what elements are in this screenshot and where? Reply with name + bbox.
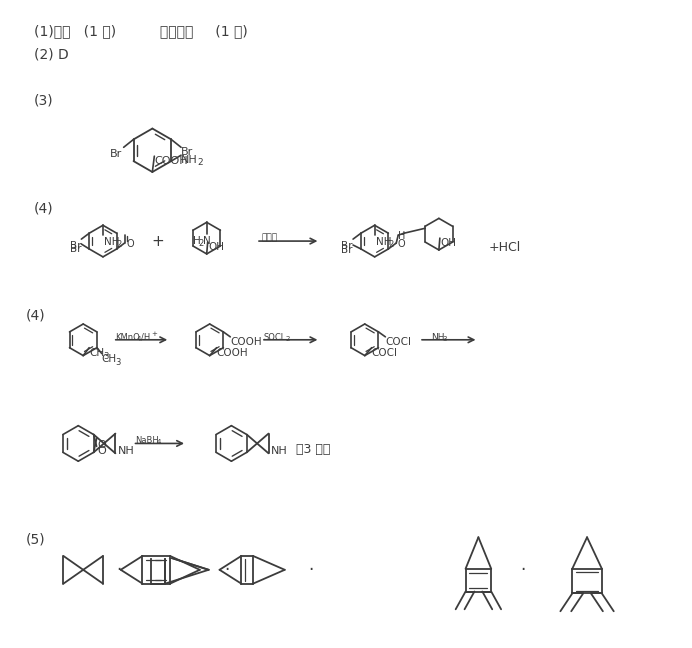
Text: COOH: COOH — [154, 156, 188, 166]
Text: COOH: COOH — [217, 348, 248, 358]
Text: (4): (4) — [26, 308, 46, 322]
Text: (1)羧基   (1 分)          取代反应     (1 分): (1)羧基 (1 分) 取代反应 (1 分) — [34, 24, 248, 38]
Text: (2) D: (2) D — [34, 47, 69, 62]
Text: NH: NH — [271, 446, 287, 456]
Text: 4: 4 — [136, 336, 141, 342]
Text: ·: · — [308, 561, 313, 579]
Text: ·: · — [224, 561, 229, 579]
Text: 2: 2 — [199, 239, 204, 248]
Text: （3 分）: （3 分） — [295, 443, 330, 456]
Text: Br: Br — [341, 241, 353, 251]
Text: O: O — [127, 239, 134, 249]
Text: Br: Br — [341, 245, 353, 255]
Text: 3: 3 — [116, 358, 121, 367]
Text: SOCl: SOCl — [264, 333, 284, 342]
Text: COCl: COCl — [372, 348, 398, 358]
Text: O: O — [397, 239, 405, 249]
Text: ·: · — [116, 561, 121, 579]
Text: ·: · — [520, 561, 525, 579]
Text: H: H — [398, 231, 406, 241]
Text: O: O — [98, 441, 107, 450]
Text: CH: CH — [89, 348, 104, 358]
Text: OH: OH — [441, 238, 457, 248]
Text: +: + — [152, 331, 157, 337]
Text: 3: 3 — [103, 352, 109, 361]
Text: 4: 4 — [156, 439, 161, 445]
Text: 2: 2 — [117, 240, 122, 249]
Text: /H: /H — [141, 333, 151, 342]
Text: (3): (3) — [34, 93, 53, 107]
Text: KMnO: KMnO — [115, 333, 140, 342]
Text: +: + — [151, 233, 164, 249]
Text: OH: OH — [209, 242, 225, 252]
Text: (5): (5) — [26, 532, 46, 546]
Text: (4): (4) — [34, 202, 53, 216]
Text: NH: NH — [431, 333, 444, 342]
Text: O: O — [98, 446, 107, 456]
Text: Br: Br — [181, 147, 193, 157]
Text: H: H — [193, 236, 201, 246]
Text: COCl: COCl — [385, 337, 411, 347]
Text: 2: 2 — [286, 336, 290, 342]
Text: Br: Br — [69, 244, 81, 254]
Text: +HCl: +HCl — [489, 241, 520, 254]
Text: 2: 2 — [197, 158, 203, 167]
Text: NH: NH — [181, 156, 198, 165]
Text: N: N — [203, 236, 210, 246]
Text: NH: NH — [118, 446, 134, 456]
Text: COOH: COOH — [230, 337, 262, 347]
Text: NH: NH — [376, 237, 391, 247]
Text: Br: Br — [69, 241, 81, 251]
Text: 3: 3 — [443, 336, 447, 342]
Text: NH: NH — [104, 237, 120, 247]
Text: NaBH: NaBH — [136, 435, 159, 445]
Text: Br: Br — [110, 149, 122, 159]
Text: 催化剂: 催化剂 — [261, 233, 277, 242]
Text: 2: 2 — [388, 240, 394, 249]
Text: CH: CH — [102, 354, 117, 364]
